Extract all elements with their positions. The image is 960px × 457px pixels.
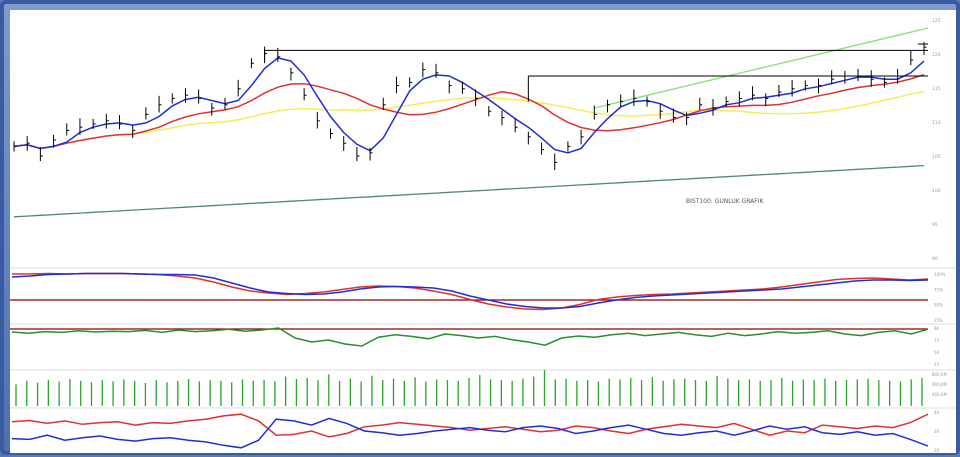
y-tick-label: 75 <box>934 338 940 343</box>
very-long-ma-line <box>13 164 925 218</box>
y-tick-label: 40 <box>934 410 940 415</box>
y-tick-label: 600,0M <box>932 382 947 387</box>
y-tick-label: 90 <box>932 256 938 262</box>
y-tick-label: 125 <box>932 18 941 24</box>
y-tick-label: 110 <box>932 120 941 126</box>
y-tick-label: 105 <box>932 154 941 160</box>
y-tick-label: 400,0M <box>932 392 947 397</box>
chart-title: BIST100: GUNLUK GRAFIK <box>686 198 764 205</box>
y-tick-label: 100% <box>934 272 946 277</box>
y-tick-label: 75% <box>934 287 943 292</box>
chart-svg: 125 120 115 110 105 100 95 90 BIST100: GUNLUK GR… <box>10 18 956 453</box>
y-tick-label: 90 <box>934 326 940 331</box>
oscillator-1-series-line <box>12 272 929 311</box>
oscillator-3-series-line <box>11 413 929 438</box>
y-tick-label: 25% <box>934 318 943 323</box>
y-tick-label: 50% <box>934 303 943 308</box>
oscillator-1-series-line <box>11 272 929 309</box>
short-ma-line <box>13 57 925 154</box>
medium-ma-line <box>13 73 925 150</box>
y-tick-label: 20 <box>934 448 940 453</box>
y-tick-label: 115 <box>932 86 941 92</box>
y-tick-label: 100 <box>932 188 941 194</box>
long-ma-line <box>13 90 925 150</box>
y-tick-label: 800,0M <box>932 372 947 377</box>
y-tick-label: 25 <box>934 362 940 367</box>
y-tick-label: 95 <box>932 222 938 228</box>
y-tick-label: 120 <box>932 52 941 58</box>
trend-line <box>594 27 929 109</box>
y-tick-label: 30 <box>934 429 940 434</box>
oscillator-3-series-line <box>11 417 929 449</box>
y-tick-label: 50 <box>934 350 940 355</box>
oscillator-2-series-line <box>11 327 929 347</box>
chart-area: 125 120 115 110 105 100 95 90 BIST100: GUNLUK GR… <box>10 10 956 453</box>
